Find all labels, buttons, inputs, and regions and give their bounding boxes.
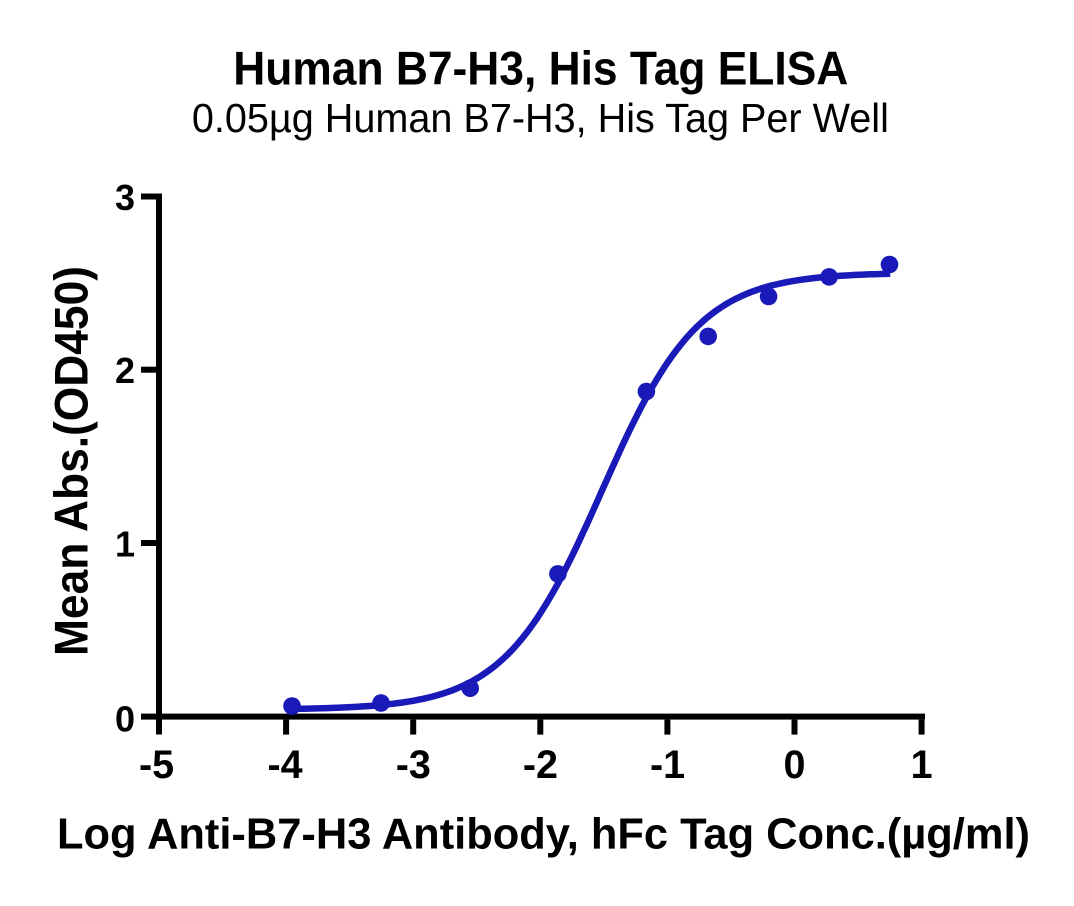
svg-text:-3: -3 xyxy=(396,743,431,787)
svg-text:-1: -1 xyxy=(650,743,685,787)
svg-text:Human B7-H3, His Tag ELISA: Human B7-H3, His Tag ELISA xyxy=(233,43,848,96)
svg-text:3: 3 xyxy=(115,177,135,218)
svg-text:Log Anti-B7-H3 Antibody, hFc T: Log Anti-B7-H3 Antibody, hFc Tag Conc.(µ… xyxy=(57,810,1030,859)
svg-text:0.05µg Human B7-H3, His Tag Pe: 0.05µg Human B7-H3, His Tag Per Well xyxy=(192,95,889,141)
svg-text:-5: -5 xyxy=(139,743,174,787)
svg-text:2: 2 xyxy=(115,350,135,391)
svg-text:0: 0 xyxy=(115,698,135,739)
svg-text:0: 0 xyxy=(784,743,806,787)
svg-text:-2: -2 xyxy=(523,743,558,787)
svg-text:Mean Abs.(OD450): Mean Abs.(OD450) xyxy=(46,266,99,656)
svg-text:-4: -4 xyxy=(267,743,302,787)
svg-text:1: 1 xyxy=(115,524,135,565)
svg-text:1: 1 xyxy=(911,743,933,787)
